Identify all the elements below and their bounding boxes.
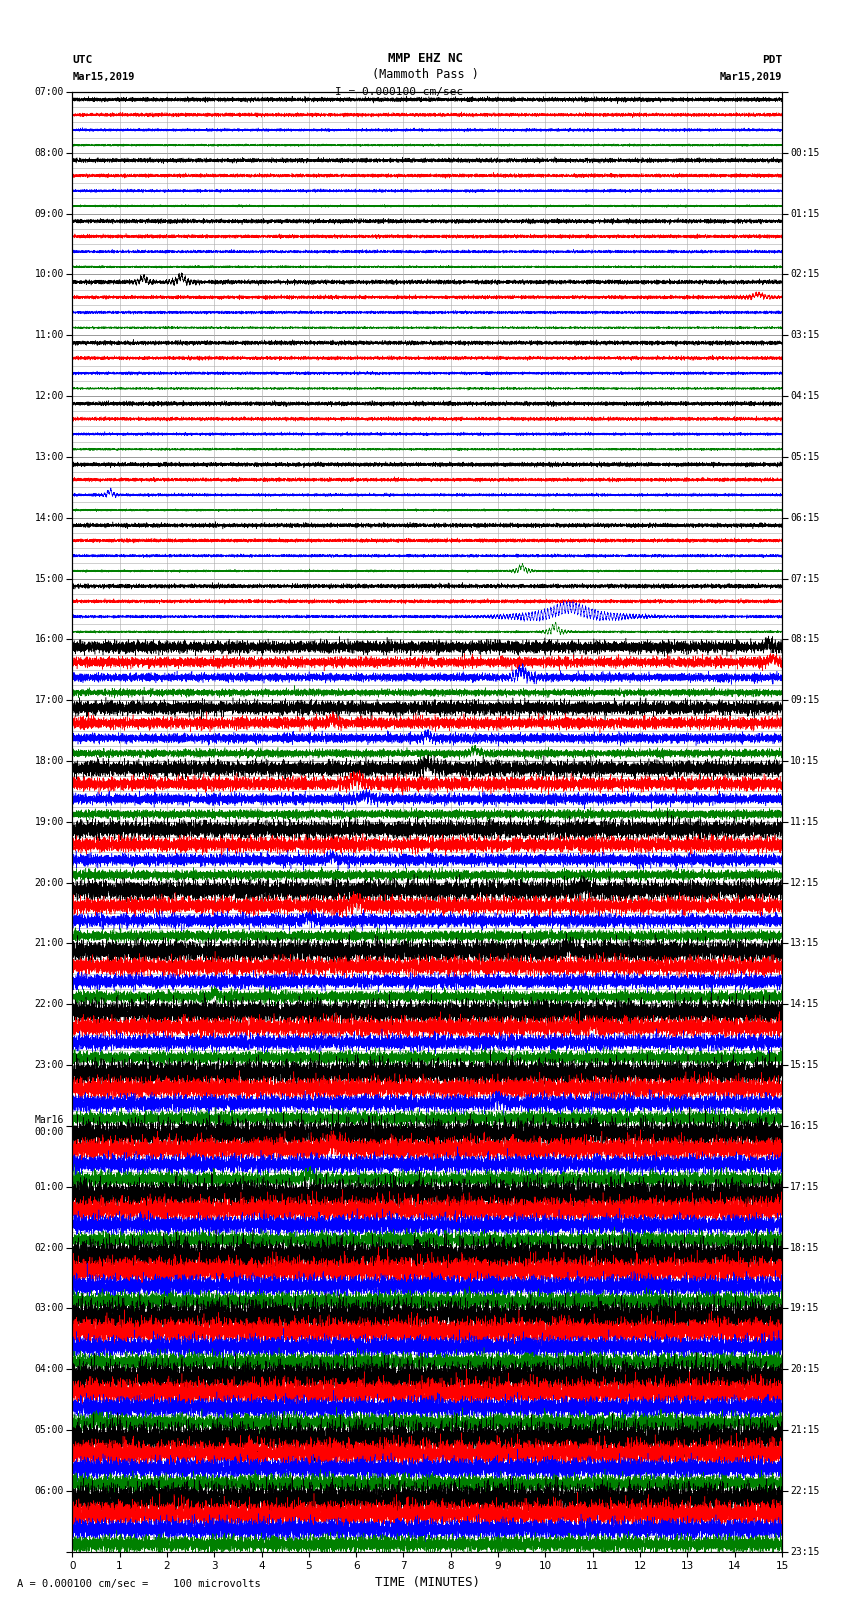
Text: UTC: UTC <box>72 55 93 65</box>
X-axis label: TIME (MINUTES): TIME (MINUTES) <box>375 1576 479 1589</box>
Text: A = 0.000100 cm/sec =    100 microvolts: A = 0.000100 cm/sec = 100 microvolts <box>17 1579 261 1589</box>
Text: Mar15,2019: Mar15,2019 <box>72 73 135 82</box>
Text: (Mammoth Pass ): (Mammoth Pass ) <box>371 68 479 81</box>
Text: Mar15,2019: Mar15,2019 <box>719 73 782 82</box>
Text: PDT: PDT <box>762 55 782 65</box>
Text: MMP EHZ NC: MMP EHZ NC <box>388 52 462 65</box>
Text: I = 0.000100 cm/sec: I = 0.000100 cm/sec <box>336 87 463 97</box>
